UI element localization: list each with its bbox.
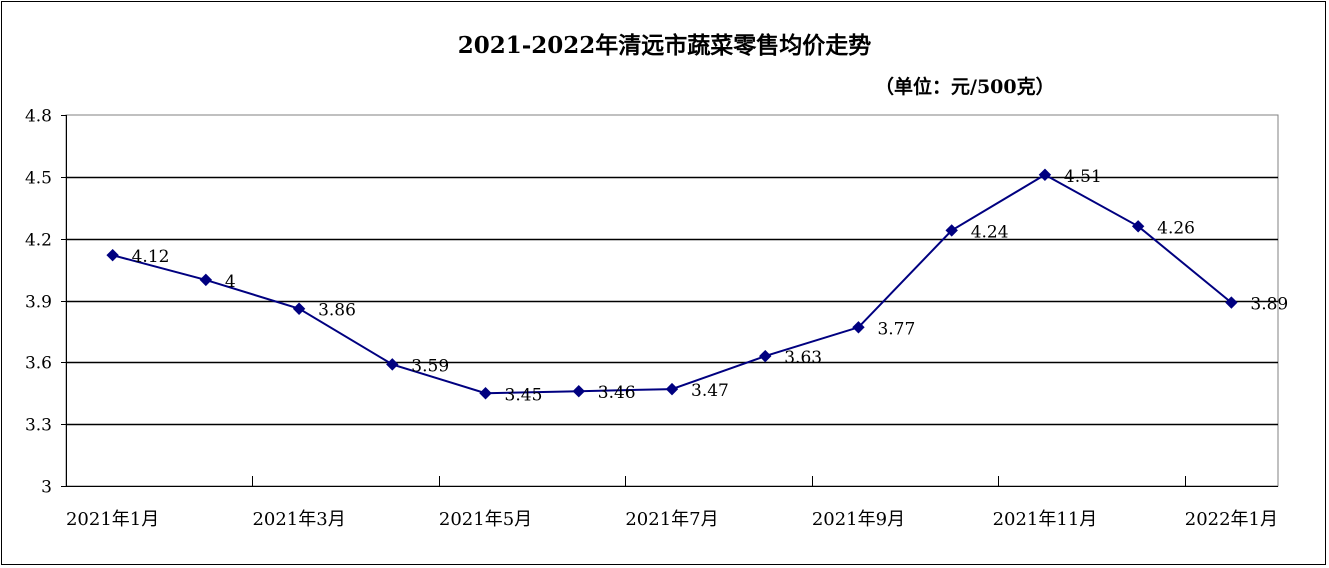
y-tick-label: 4.5 xyxy=(25,169,52,189)
data-label: 3.89 xyxy=(1250,295,1288,315)
data-label: 4.51 xyxy=(1064,167,1102,187)
data-point xyxy=(479,387,492,400)
x-tick-label: 2021年9月 xyxy=(812,509,905,530)
data-point xyxy=(106,248,119,262)
y-tick-label: 4.2 xyxy=(25,231,52,251)
series-line xyxy=(112,173,1233,395)
data-label: 3.45 xyxy=(505,385,543,405)
data-label: 3.86 xyxy=(318,301,356,321)
data-point xyxy=(572,384,585,398)
y-tick-label: 3.3 xyxy=(25,416,52,436)
data-point xyxy=(1225,296,1238,309)
data-label: 4.26 xyxy=(1157,218,1195,238)
data-point xyxy=(852,321,865,334)
chart-unit-label: （单位：元/500克） xyxy=(875,76,1055,98)
data-label: 4 xyxy=(225,272,236,292)
chart-title: 2021-2022年清远市蔬菜零售均价走势 xyxy=(457,32,872,59)
data-point xyxy=(1038,168,1052,181)
data-label: 4.24 xyxy=(971,222,1009,242)
data-point xyxy=(945,224,958,237)
data-label: 3.47 xyxy=(691,381,729,401)
data-label: 4.12 xyxy=(132,247,170,267)
x-tick-label: 2022年1月 xyxy=(1185,509,1278,530)
data-point xyxy=(665,382,679,396)
data-point xyxy=(292,302,306,315)
x-tick-label: 2021年3月 xyxy=(252,509,345,530)
data-point xyxy=(386,358,399,371)
x-tick-label: 2021年11月 xyxy=(993,509,1098,530)
y-tick-label: 4.8 xyxy=(25,107,52,127)
data-point xyxy=(199,273,213,287)
y-tick-label: 3 xyxy=(41,478,52,498)
data-point xyxy=(759,349,772,363)
x-tick-label: 2021年7月 xyxy=(625,509,718,530)
data-label: 3.77 xyxy=(877,319,915,339)
y-tick-label: 3.6 xyxy=(25,354,52,374)
data-label: 3.46 xyxy=(598,383,636,403)
x-tick-label: 2021年5月 xyxy=(439,509,532,530)
x-tick-label: 2021年1月 xyxy=(66,509,159,530)
data-label: 3.63 xyxy=(784,348,822,368)
y-tick-label: 3.9 xyxy=(25,293,52,313)
data-point xyxy=(1131,220,1145,233)
data-label: 3.59 xyxy=(411,356,449,376)
